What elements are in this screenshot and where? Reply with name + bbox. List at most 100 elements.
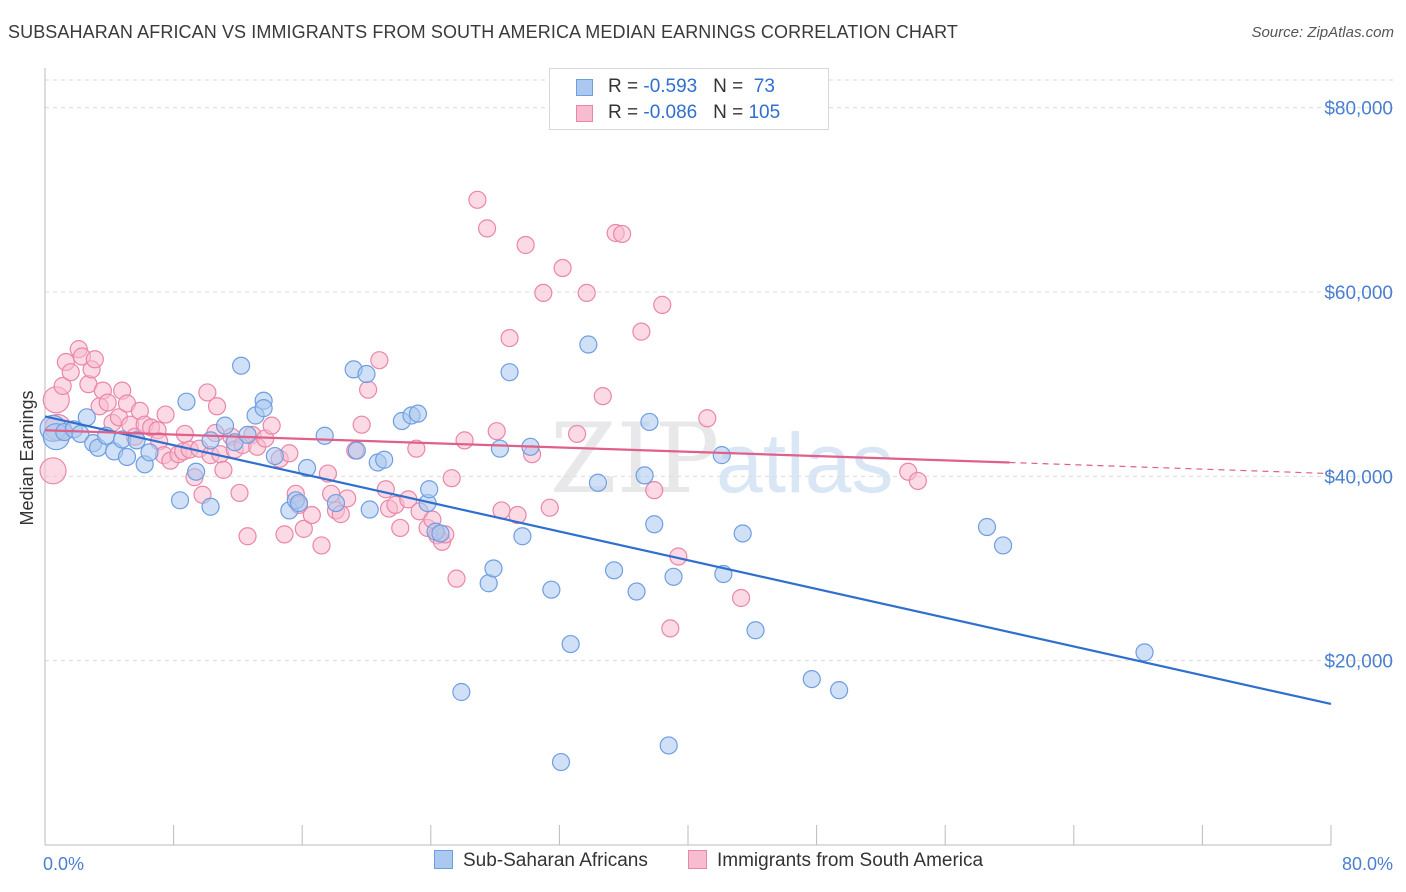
data-point xyxy=(487,422,506,441)
data-point xyxy=(275,525,294,544)
x-tick-label: 80.0% xyxy=(1342,854,1393,874)
data-point xyxy=(627,582,646,601)
watermark: ZIP atlas xyxy=(550,403,893,515)
data-point xyxy=(561,634,580,654)
data-point xyxy=(653,295,672,314)
data-point xyxy=(214,460,233,479)
data-point xyxy=(61,363,80,382)
data-point xyxy=(484,559,503,578)
data-point xyxy=(265,446,284,466)
data-point xyxy=(604,561,624,580)
source-credit: Source: ZipAtlas.com xyxy=(1251,24,1394,41)
data-point xyxy=(297,458,317,478)
data-point xyxy=(612,224,632,244)
data-point xyxy=(993,536,1013,555)
y-tick-label: $20,000 xyxy=(1324,652,1393,673)
legend-label-pink: Immigrants from South America xyxy=(717,850,984,871)
legend-swatch-pink xyxy=(688,850,707,869)
legend-n-label: N = xyxy=(713,76,749,97)
data-point xyxy=(645,481,664,500)
data-point xyxy=(661,619,680,638)
data-point xyxy=(232,356,251,375)
data-point xyxy=(262,416,281,435)
data-point xyxy=(513,527,532,546)
data-point xyxy=(746,621,765,640)
data-point xyxy=(830,681,849,700)
data-point xyxy=(447,569,466,588)
data-point xyxy=(407,439,426,458)
data-point xyxy=(53,376,72,396)
data-point xyxy=(455,431,474,450)
y-axis-label: Median Earnings xyxy=(17,390,37,525)
data-point xyxy=(452,682,471,702)
data-point xyxy=(177,392,196,411)
data-point xyxy=(370,351,389,370)
data-point xyxy=(201,431,220,450)
data-point xyxy=(588,473,608,492)
data-point xyxy=(156,405,175,424)
correlation-legend: R = -0.593 N = 73 R = -0.086 N = 105 xyxy=(549,68,829,130)
data-point xyxy=(632,322,651,341)
data-point xyxy=(347,441,366,460)
data-point xyxy=(534,283,553,303)
legend-n-label: N = xyxy=(713,102,749,123)
y-tick-labels: $20,000 $40,000 $60,000 $80,000 xyxy=(1324,99,1393,673)
data-point xyxy=(731,588,751,608)
data-point xyxy=(77,408,96,427)
data-point xyxy=(254,399,273,418)
y-tick-label: $60,000 xyxy=(1324,283,1393,304)
data-point xyxy=(39,457,67,485)
legend-item-south-america[interactable]: Immigrants from South America xyxy=(688,850,983,872)
data-point xyxy=(238,527,257,546)
trend-lines xyxy=(44,415,1332,706)
trend-line-pink-extension xyxy=(1009,461,1332,475)
data-point xyxy=(198,383,217,402)
data-point xyxy=(170,491,190,510)
data-point xyxy=(1135,643,1154,662)
data-point xyxy=(553,258,572,278)
data-point xyxy=(215,416,235,435)
data-point xyxy=(640,412,659,432)
data-point xyxy=(551,752,571,772)
data-point xyxy=(540,498,559,517)
series-blue-points xyxy=(39,335,1154,772)
data-point xyxy=(201,497,220,516)
data-point xyxy=(289,493,309,513)
series-legend: Sub-Saharan Africans Immigrants from Sou… xyxy=(0,850,1406,878)
x-tick-label: 0.0% xyxy=(43,854,84,874)
legend-r-label: R = xyxy=(608,102,644,123)
data-point xyxy=(500,363,519,382)
data-point xyxy=(645,515,664,534)
legend-r-value: -0.593 xyxy=(643,76,698,97)
data-point xyxy=(326,493,346,513)
data-point xyxy=(542,580,561,599)
legend-swatch-pink xyxy=(576,105,593,122)
data-point xyxy=(408,404,428,423)
data-point xyxy=(375,450,394,469)
legend-r-label: R = xyxy=(608,76,644,97)
data-point xyxy=(977,517,997,537)
data-point xyxy=(238,425,257,444)
data-point xyxy=(442,469,461,488)
data-point xyxy=(516,235,535,255)
data-point xyxy=(567,424,587,444)
data-point xyxy=(635,466,654,485)
data-point xyxy=(468,190,487,209)
data-point xyxy=(490,439,510,458)
legend-swatch-blue xyxy=(434,850,453,869)
y-tick-label: $80,000 xyxy=(1324,99,1393,120)
trend-line-blue xyxy=(44,415,1332,706)
data-point xyxy=(140,443,159,462)
data-point xyxy=(294,519,313,538)
legend-r-value: -0.086 xyxy=(643,102,698,123)
x-tick-labels: 0.0% 80.0% xyxy=(43,854,1393,874)
legend-item-sub-saharan[interactable]: Sub-Saharan Africans xyxy=(434,850,648,872)
data-point xyxy=(659,736,678,755)
watermark-atlas: atlas xyxy=(716,416,893,510)
series-pink-points xyxy=(39,190,927,638)
data-point xyxy=(712,446,731,465)
data-point xyxy=(359,380,378,399)
data-point xyxy=(315,426,334,445)
data-point xyxy=(391,518,410,538)
data-point xyxy=(593,387,612,406)
